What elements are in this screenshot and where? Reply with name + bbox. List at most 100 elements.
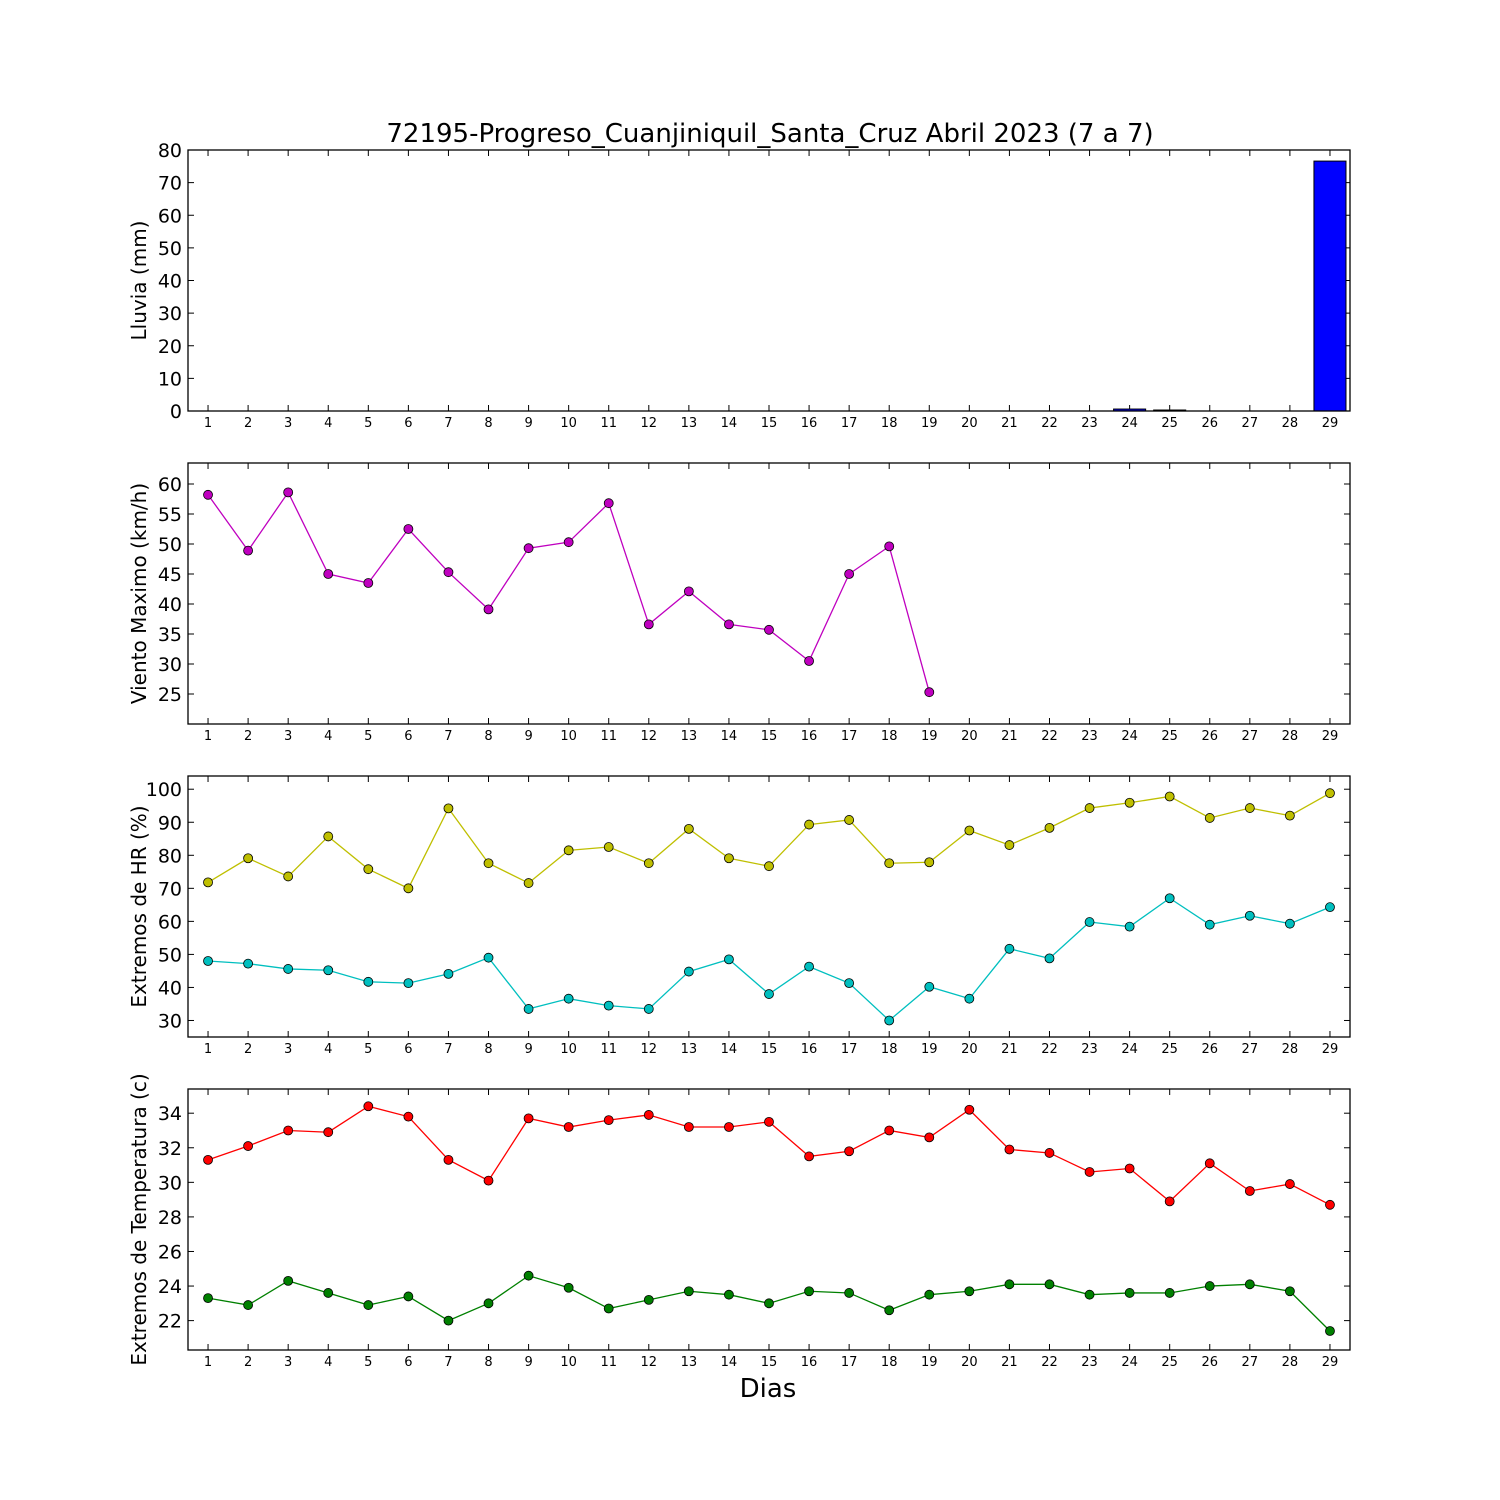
x-tick-label: 21 [1001,1355,1018,1370]
data-point [804,1151,814,1162]
x-tick-label: 8 [484,416,492,431]
data-point [643,1294,654,1305]
data-point [363,976,374,987]
x-tick-label: 20 [961,1042,978,1057]
x-tick-label: 29 [1322,1042,1339,1057]
x-tick-label: 15 [761,1355,778,1370]
data-point [403,1111,414,1122]
x-tick-label: 14 [721,416,738,431]
x-tick-label: 8 [484,729,492,744]
x-tick-label: 17 [841,1042,858,1057]
x-tick-label: 22 [1041,416,1058,431]
x-tick-label: 23 [1081,1355,1098,1370]
y-tick-label: 30 [158,654,182,676]
x-tick-label: 21 [1001,729,1018,744]
x-tick-label: 8 [484,1042,492,1057]
x-tick-label: 23 [1081,729,1098,744]
x-tick-label: 1 [204,1042,212,1057]
x-tick-label: 10 [560,416,577,431]
data-point [443,968,454,979]
x-tick-label: 6 [404,416,412,431]
temperature-y-axis-label: Extremos de Temperatura (c) [127,1073,151,1365]
x-tick-label: 22 [1041,1042,1058,1057]
x-tick-label: 12 [641,416,658,431]
x-tick-label: 22 [1041,1355,1058,1370]
x-tick-label: 25 [1161,729,1178,744]
x-tick-label: 19 [921,729,938,744]
x-tick-label: 27 [1242,416,1259,431]
data-point [724,1122,734,1132]
y-tick-label: 28 [158,1207,182,1229]
data-point [483,858,494,869]
x-tick-label: 20 [961,1355,978,1370]
data-point [724,1289,734,1300]
y-tick-label: 35 [158,624,182,646]
x-tick-label: 8 [484,1355,492,1370]
x-tick-label: 3 [284,1042,292,1057]
x-tick-label: 12 [641,1355,658,1370]
data-point [844,1288,855,1298]
bar [1313,160,1347,412]
x-tick-label: 11 [600,729,617,744]
data-point [323,1288,334,1298]
data-point [1124,797,1135,808]
x-axis-label: Dias [740,1374,797,1404]
data-point [1164,1196,1175,1207]
data-point [403,524,414,534]
x-tick-label: 19 [921,1355,938,1370]
data-point [203,1154,213,1165]
data-point [1084,1289,1095,1300]
x-tick-label: 9 [524,729,532,744]
data-point [1204,813,1215,823]
y-tick-label: 50 [158,944,182,966]
data-point [443,803,454,814]
x-tick-label: 2 [244,416,252,431]
data-point [563,845,574,856]
data-point [724,619,734,630]
data-point [523,1113,534,1124]
data-point [964,1286,975,1297]
x-tick-label: 18 [881,1042,898,1057]
data-point [643,1110,654,1120]
data-point [1084,1167,1095,1177]
x-tick-label: 2 [244,729,252,744]
data-point [283,487,294,498]
x-tick-label: 28 [1282,729,1299,744]
y-tick-label: 0 [170,401,182,423]
data-point [1244,910,1255,921]
x-tick-label: 23 [1081,1042,1098,1057]
data-point [443,1315,454,1326]
data-point [323,831,334,842]
data-point [964,825,975,836]
y-tick-label: 25 [158,684,182,706]
data-point [1284,1286,1295,1297]
x-tick-label: 24 [1121,1355,1138,1370]
data-point [323,569,334,579]
data-point [483,1175,494,1186]
data-point [844,569,855,579]
x-tick-label: 7 [444,729,452,744]
data-point [563,1282,574,1293]
x-tick-label: 18 [881,416,898,431]
data-point [283,1275,294,1286]
x-tick-label: 3 [284,1355,292,1370]
data-point [683,1122,694,1132]
x-tick-label: 10 [560,1355,577,1370]
data-point [643,858,654,869]
data-point [924,1132,935,1143]
data-point [1124,1163,1135,1174]
data-point [243,958,254,969]
x-tick-label: 9 [524,1042,532,1057]
data-point [764,624,774,635]
data-point [563,537,574,548]
rainfall-y-axis-label: Lluvia (mm) [127,221,151,341]
x-tick-label: 15 [761,416,778,431]
data-point [884,858,895,869]
x-tick-label: 25 [1161,1355,1178,1370]
data-point [1164,1288,1175,1298]
data-point [483,1298,494,1309]
x-tick-label: 13 [681,729,698,744]
data-point [1044,1148,1055,1158]
data-point [804,656,814,666]
